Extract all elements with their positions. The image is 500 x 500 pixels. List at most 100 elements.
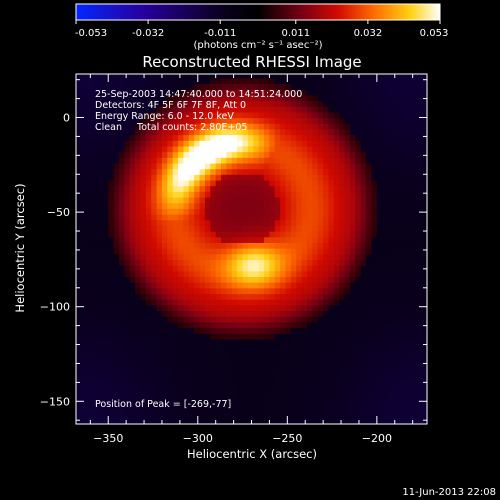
- heatmap-cell: [145, 412, 152, 419]
- heatmap-cell: [312, 361, 319, 368]
- heatmap-cell: [113, 406, 120, 414]
- heatmap-cell: [92, 123, 99, 130]
- heatmap-cell: [425, 316, 427, 323]
- heatmap-cell: [376, 355, 383, 363]
- heatmap-cell: [161, 174, 168, 181]
- heatmap-cell: [118, 418, 125, 424]
- heatmap-cell: [178, 265, 185, 272]
- heatmap-cell: [382, 191, 389, 198]
- heatmap-cell: [360, 151, 367, 158]
- heatmap-cell: [81, 225, 88, 232]
- heatmap-cell: [242, 196, 249, 204]
- heatmap-cell: [301, 378, 308, 385]
- heatmap-cell: [253, 367, 260, 374]
- heatmap-cell: [92, 333, 99, 340]
- heatmap-cell: [237, 100, 244, 107]
- heatmap-cell: [76, 287, 82, 295]
- heatmap-cell: [188, 162, 195, 170]
- heatmap-cell: [97, 361, 104, 368]
- heatmap-cell: [360, 214, 367, 221]
- heatmap-cell: [333, 162, 340, 170]
- heatmap-cell: [167, 259, 174, 266]
- heatmap-cell: [210, 338, 217, 346]
- heatmap-cell: [414, 406, 421, 414]
- heatmap-cell: [172, 219, 179, 226]
- heatmap-cell: [376, 225, 383, 232]
- footer-timestamp: 11-Jun-2013 22:08: [402, 487, 496, 498]
- heatmap-cell: [237, 401, 244, 408]
- heatmap-cell: [301, 236, 308, 243]
- heatmap-cell: [102, 395, 109, 402]
- heatmap-cell: [371, 282, 378, 289]
- heatmap-cell: [296, 214, 303, 221]
- heatmap-cell: [312, 310, 319, 317]
- heatmap-cell: [301, 123, 308, 130]
- heatmap-cell: [414, 321, 421, 329]
- heatmap-cell: [124, 401, 131, 408]
- heatmap-cell: [86, 338, 93, 346]
- heatmap-cell: [108, 106, 115, 113]
- heatmap-cell: [382, 361, 389, 368]
- heatmap-cell: [231, 248, 238, 255]
- heatmap-cell: [312, 128, 319, 136]
- heatmap-cell: [392, 134, 399, 141]
- heatmap-cell: [188, 378, 195, 385]
- heatmap-cell: [215, 231, 222, 238]
- heatmap-cell: [328, 378, 335, 385]
- heatmap-cell: [92, 406, 99, 414]
- heatmap-cell: [242, 406, 249, 414]
- heatmap-cell: [349, 367, 356, 374]
- heatmap-cell: [317, 77, 324, 85]
- heatmap-cell: [215, 384, 222, 391]
- heatmap-cell: [264, 333, 271, 340]
- heatmap-cell: [231, 77, 238, 85]
- heatmap-cell: [167, 83, 174, 90]
- heatmap-cell: [97, 355, 104, 363]
- heatmap-cell: [387, 333, 394, 340]
- heatmap-cell: [172, 338, 179, 346]
- heatmap-cell: [156, 123, 163, 130]
- heatmap-cell: [344, 89, 351, 96]
- heatmap-cell: [81, 350, 88, 357]
- heatmap-cell: [344, 276, 351, 283]
- heatmap-cell: [76, 389, 82, 397]
- heatmap-cell: [92, 327, 99, 334]
- heatmap-cell: [221, 111, 228, 119]
- heatmap-cell: [247, 77, 254, 85]
- heatmap-cell: [317, 236, 324, 243]
- heatmap-cell: [419, 412, 426, 419]
- heatmap-cell: [425, 270, 427, 278]
- heatmap-cell: [269, 151, 276, 158]
- heatmap-cell: [92, 111, 99, 119]
- heatmap-cell: [167, 361, 174, 368]
- heatmap-cell: [231, 384, 238, 391]
- heatmap-cell: [398, 83, 405, 90]
- x-axis-label: Heliocentric X (arcsec): [187, 447, 317, 461]
- heatmap-cell: [242, 185, 249, 192]
- heatmap-cell: [274, 287, 281, 295]
- heatmap-cell: [307, 100, 313, 107]
- heatmap-cell: [355, 253, 362, 261]
- heatmap-cell: [76, 372, 82, 380]
- heatmap-cell: [269, 355, 276, 363]
- heatmap-cell: [366, 196, 373, 204]
- heatmap-cell: [392, 259, 399, 266]
- heatmap-cell: [108, 157, 115, 164]
- heatmap-cell: [290, 355, 297, 363]
- heatmap-cell: [188, 145, 195, 153]
- heatmap-cell: [161, 117, 168, 124]
- heatmap-cell: [371, 395, 378, 402]
- heatmap-cell: [145, 140, 152, 147]
- heatmap-cell: [113, 111, 120, 119]
- heatmap-cell: [280, 248, 287, 255]
- heatmap-cell: [140, 157, 147, 164]
- heatmap-cell: [387, 276, 394, 283]
- heatmap-cell: [387, 196, 394, 204]
- heatmap-cell: [382, 231, 389, 238]
- heatmap-cell: [151, 179, 158, 187]
- heatmap-cell: [253, 293, 260, 300]
- heatmap-cell: [258, 299, 265, 306]
- heatmap-cell: [355, 395, 362, 402]
- heatmap-cell: [221, 231, 228, 238]
- heatmap-cell: [425, 265, 427, 272]
